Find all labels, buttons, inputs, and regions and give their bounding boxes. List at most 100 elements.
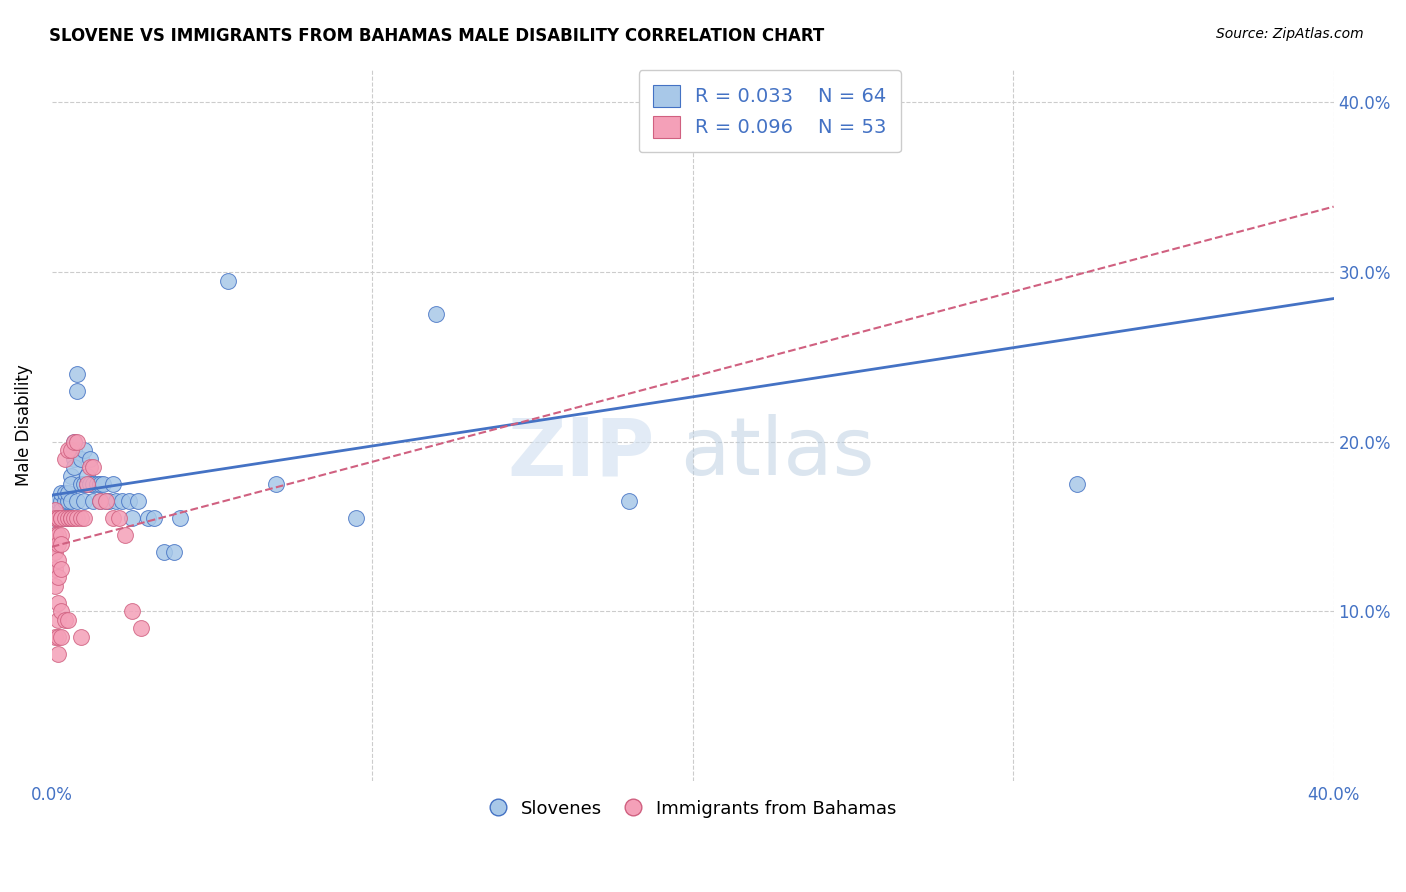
Point [44, 528, 66, 542]
Point [51, 502, 73, 516]
Point [46, 613, 69, 627]
Point [44, 562, 66, 576]
Point [51, 511, 73, 525]
Point [44, 545, 66, 559]
Point [66, 384, 89, 398]
Point [82, 460, 104, 475]
Point [264, 477, 287, 491]
Point [56, 511, 79, 525]
Point [53, 511, 76, 525]
Point [66, 511, 89, 525]
Point [51, 604, 73, 618]
Point [69, 477, 91, 491]
Point [51, 511, 73, 525]
Point [143, 511, 166, 525]
Point [101, 477, 124, 491]
Point [44, 511, 66, 525]
Point [46, 553, 69, 567]
Point [127, 494, 149, 508]
Point [778, 129, 800, 144]
Point [98, 494, 121, 508]
Text: SLOVENE VS IMMIGRANTS FROM BAHAMAS MALE DISABILITY CORRELATION CHART: SLOVENE VS IMMIGRANTS FROM BAHAMAS MALE … [49, 27, 824, 45]
Point [66, 367, 89, 381]
Point [73, 477, 96, 491]
Point [51, 562, 73, 576]
Point [217, 274, 239, 288]
Point [53, 494, 76, 508]
Point [44, 511, 66, 525]
Point [79, 460, 101, 475]
Point [51, 485, 73, 500]
Point [101, 511, 124, 525]
Point [46, 511, 69, 525]
Point [108, 511, 131, 525]
Text: atlas: atlas [681, 414, 875, 492]
Point [56, 613, 79, 627]
Point [46, 647, 69, 661]
Point [53, 451, 76, 466]
Point [44, 536, 66, 550]
Y-axis label: Male Disability: Male Disability [15, 364, 32, 485]
Point [56, 494, 79, 508]
Point [131, 621, 153, 635]
Point [121, 511, 143, 525]
Point [69, 451, 91, 466]
Point [56, 443, 79, 458]
Point [46, 596, 69, 610]
Point [51, 528, 73, 542]
Point [118, 494, 141, 508]
Point [44, 579, 66, 593]
Point [53, 485, 76, 500]
Point [63, 511, 86, 525]
Point [73, 443, 96, 458]
Point [86, 477, 108, 491]
Point [56, 485, 79, 500]
Point [66, 494, 89, 508]
Point [344, 511, 367, 525]
Point [91, 477, 114, 491]
Point [46, 536, 69, 550]
Point [162, 545, 184, 559]
Point [59, 511, 82, 525]
Point [136, 511, 159, 525]
Text: ZIP: ZIP [508, 414, 654, 492]
Point [46, 570, 69, 584]
Point [89, 494, 111, 508]
Point [51, 511, 73, 525]
Point [79, 477, 101, 491]
Point [59, 494, 82, 508]
Point [114, 528, 136, 542]
Point [617, 494, 640, 508]
Point [51, 630, 73, 644]
Point [121, 604, 143, 618]
Point [46, 528, 69, 542]
Point [44, 528, 66, 542]
Point [63, 434, 86, 449]
Point [56, 511, 79, 525]
Point [51, 511, 73, 525]
Point [76, 477, 98, 491]
Point [44, 630, 66, 644]
Point [169, 511, 191, 525]
Point [59, 477, 82, 491]
Point [76, 468, 98, 483]
Point [89, 494, 111, 508]
Point [153, 545, 176, 559]
Point [53, 511, 76, 525]
Point [46, 494, 69, 508]
Point [51, 536, 73, 550]
Point [425, 308, 447, 322]
Point [56, 511, 79, 525]
Point [96, 494, 118, 508]
Point [44, 502, 66, 516]
Point [44, 511, 66, 525]
Point [59, 443, 82, 458]
Point [44, 528, 66, 542]
Point [82, 477, 104, 491]
Point [69, 511, 91, 525]
Point [63, 434, 86, 449]
Point [46, 502, 69, 516]
Point [59, 468, 82, 483]
Point [104, 494, 127, 508]
Point [73, 511, 96, 525]
